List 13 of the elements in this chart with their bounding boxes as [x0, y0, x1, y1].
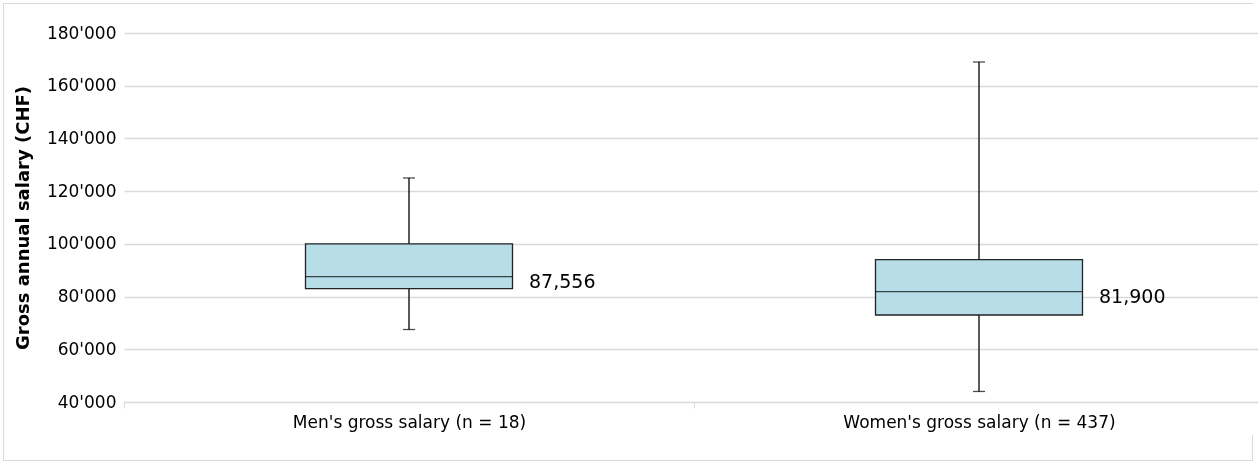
y-axis-title: Gross annual salary (CHF): [11, 86, 33, 350]
x-tick-label: Men's gross salary (n = 18): [292, 411, 527, 432]
y-tick-label: 40'000: [57, 391, 117, 412]
y-tick-label: 180'000: [46, 22, 117, 43]
y-tick-label: 80'000: [57, 286, 117, 307]
y-tick-label: 140'000: [46, 127, 117, 148]
text: 81,900: [1099, 284, 1166, 307]
y-tick-label: 120'000: [46, 180, 117, 201]
y-tick-label: 60'000: [57, 338, 117, 359]
y-tick-label: 100'000: [46, 233, 117, 254]
text: 87,556: [529, 269, 596, 292]
x-tick-label: Women's gross salary (n = 437): [843, 411, 1116, 432]
y-tick-label: 160'000: [46, 75, 117, 96]
